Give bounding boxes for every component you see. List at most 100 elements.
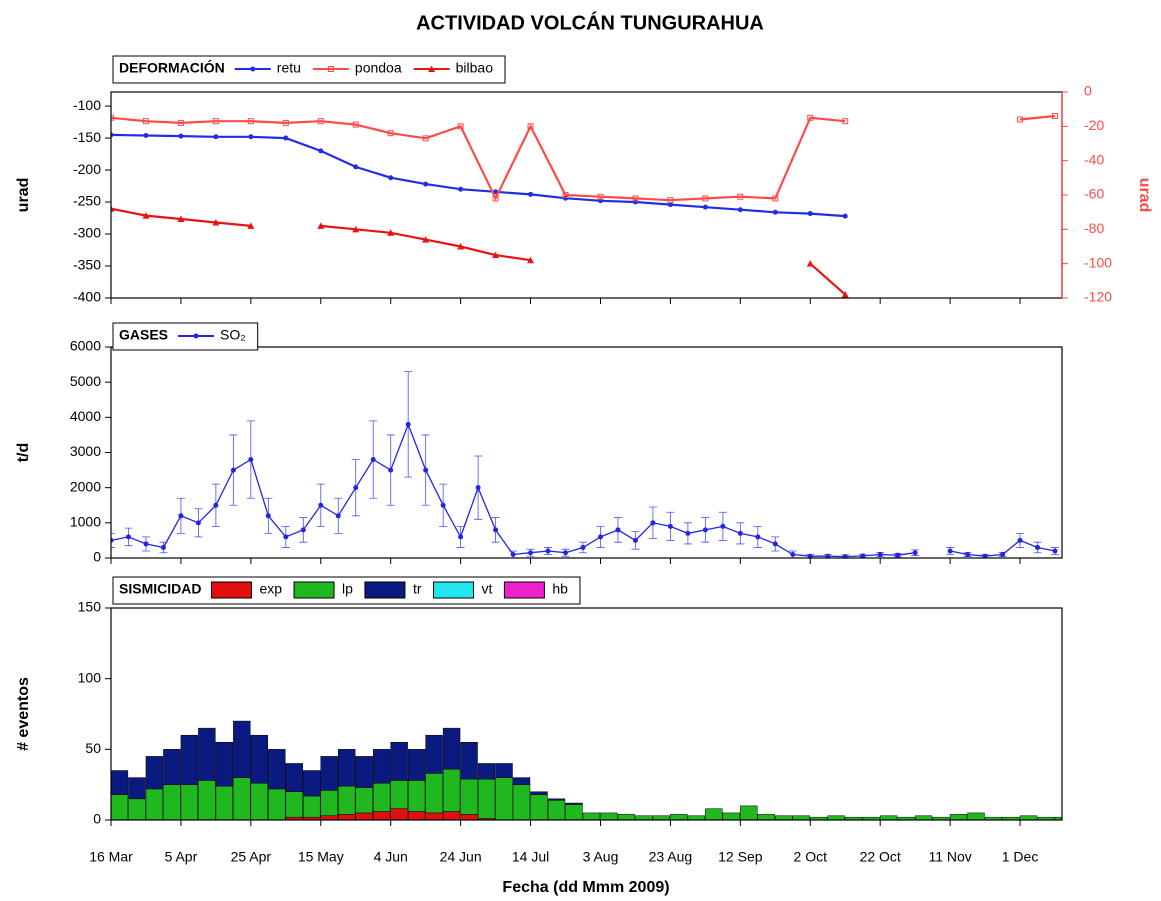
bar-segment bbox=[775, 815, 793, 820]
x-tick-label: 11 Nov bbox=[928, 849, 971, 865]
bar-segment bbox=[1002, 816, 1020, 820]
data-point bbox=[842, 554, 848, 558]
data-point bbox=[265, 513, 271, 519]
data-point bbox=[247, 118, 254, 125]
data-point bbox=[388, 175, 394, 181]
data-point bbox=[667, 197, 674, 204]
data-point bbox=[422, 135, 429, 142]
data-point bbox=[580, 544, 586, 550]
x-tick-label: 3 Aug bbox=[583, 849, 619, 865]
data-point bbox=[493, 527, 499, 533]
data-point bbox=[318, 502, 324, 508]
x-tick-label: 1 Dec bbox=[1002, 849, 1039, 865]
y-tick-label: -250 bbox=[73, 193, 101, 209]
legend-swatch bbox=[293, 581, 335, 599]
y-tick-label: 1000 bbox=[70, 514, 101, 530]
data-point bbox=[597, 193, 604, 200]
bar-segment bbox=[635, 815, 653, 820]
bar-segment bbox=[372, 783, 391, 812]
bar-segment bbox=[757, 814, 775, 820]
bar-segment bbox=[582, 812, 601, 820]
data-point bbox=[111, 132, 114, 138]
legend-label: vt bbox=[482, 581, 493, 597]
data-point bbox=[807, 211, 813, 217]
y-tick-label: 6000 bbox=[70, 338, 101, 354]
bar-segment bbox=[810, 816, 828, 820]
y2-axis-label: urad bbox=[1136, 178, 1153, 213]
bar-segment bbox=[285, 791, 303, 818]
series-line bbox=[111, 422, 1056, 558]
data-point bbox=[387, 229, 395, 236]
data-point bbox=[842, 213, 848, 219]
bar-segment bbox=[652, 815, 671, 820]
data-point bbox=[772, 209, 778, 215]
bar-segment bbox=[320, 790, 338, 817]
bar-segment bbox=[285, 763, 303, 792]
data-point bbox=[912, 550, 918, 556]
data-point bbox=[947, 548, 953, 554]
y-tick-label: -350 bbox=[73, 257, 101, 273]
data-point bbox=[685, 530, 691, 536]
bar-segment bbox=[372, 811, 391, 820]
bar-segment bbox=[320, 756, 338, 791]
data-point bbox=[335, 513, 341, 519]
data-point bbox=[283, 534, 289, 540]
bar-segment bbox=[495, 763, 513, 778]
bar-segment bbox=[111, 770, 129, 795]
bar-segment bbox=[425, 812, 443, 820]
bar-segment bbox=[390, 780, 408, 809]
x-axis-label: Fecha (dd Mmm 2009) bbox=[502, 879, 669, 896]
legend-label: exp bbox=[259, 581, 282, 597]
bar-segment bbox=[442, 727, 461, 770]
data-point bbox=[527, 256, 535, 264]
bar-segment bbox=[477, 763, 496, 780]
y2-tick-label: -20 bbox=[1084, 117, 1104, 133]
bar-segment bbox=[250, 734, 268, 784]
data-point bbox=[370, 457, 376, 463]
bar-segment bbox=[163, 784, 181, 820]
data-point bbox=[860, 553, 866, 558]
data-point bbox=[143, 541, 149, 547]
bar-segment bbox=[495, 777, 513, 820]
data-point bbox=[352, 121, 359, 128]
data-point bbox=[352, 225, 360, 233]
bar-segment bbox=[407, 780, 426, 812]
x-tick-label: 22 Oct bbox=[860, 849, 901, 865]
data-point bbox=[111, 537, 114, 543]
data-point bbox=[1052, 113, 1059, 120]
bar-segment bbox=[355, 756, 373, 788]
data-point bbox=[772, 541, 778, 547]
x-tick-label: 23 Aug bbox=[649, 849, 693, 865]
bar-segment bbox=[984, 816, 1003, 820]
x-tick-label: 15 May bbox=[298, 849, 344, 865]
data-point bbox=[387, 130, 394, 137]
data-point bbox=[807, 114, 814, 121]
legend-swatch bbox=[364, 581, 406, 599]
legend-label: retu bbox=[277, 60, 301, 76]
data-point bbox=[737, 193, 744, 200]
bar-segment bbox=[460, 778, 478, 815]
bar-segment bbox=[477, 778, 496, 819]
bar-segment bbox=[215, 785, 234, 820]
data-point bbox=[806, 260, 814, 267]
bar-segment bbox=[233, 777, 251, 820]
bar-segment bbox=[163, 749, 181, 785]
bar-segment bbox=[338, 785, 356, 815]
data-point bbox=[737, 530, 743, 536]
legend-swatch bbox=[503, 581, 545, 599]
x-tick-label: 24 Jun bbox=[440, 849, 482, 865]
bar-segment bbox=[198, 727, 216, 781]
x-tick-label: 12 Sep bbox=[718, 849, 763, 865]
series-line bbox=[111, 207, 846, 296]
data-point bbox=[650, 520, 656, 526]
plot-area bbox=[111, 371, 1060, 558]
y-axis-label: t/d bbox=[15, 443, 32, 463]
y-tick-label: 150 bbox=[78, 599, 102, 615]
data-point bbox=[563, 195, 569, 201]
y-axis-label: # eventos bbox=[15, 677, 32, 751]
bar-segment bbox=[303, 770, 321, 797]
plot-area bbox=[111, 720, 1062, 820]
bar-segment bbox=[827, 815, 845, 820]
bar-segment bbox=[547, 798, 566, 801]
bar-segment bbox=[268, 749, 286, 790]
